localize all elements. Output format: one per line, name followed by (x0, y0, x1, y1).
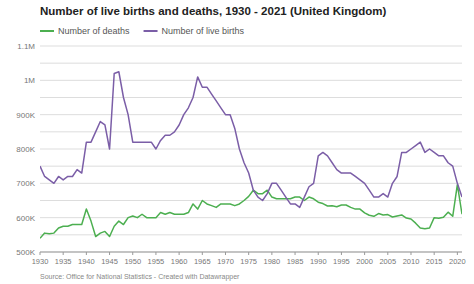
x-tick-label: 1980 (264, 257, 281, 266)
x-tick (40, 252, 41, 255)
x-tick (410, 252, 411, 255)
y-tick-label: 600K (16, 214, 35, 223)
y-tick-label: 800K (16, 145, 35, 154)
x-tick-label: 1940 (78, 257, 95, 266)
chart: Number of live births and deaths, 1930 -… (0, 0, 474, 284)
grid-line (40, 200, 462, 201)
y-tick-label: 500K (16, 248, 35, 257)
legend-label: Number of live births (162, 26, 245, 36)
x-tick (295, 252, 296, 255)
legend-label: Number of deaths (58, 26, 130, 36)
x-tick-label: 1930 (32, 257, 49, 266)
grid-line (40, 97, 462, 98)
x-tick-label: 1935 (55, 257, 72, 266)
x-tick-label: 1975 (240, 257, 257, 266)
y-tick-label: 1M (24, 76, 35, 85)
x-axis-line (40, 252, 462, 253)
x-tick-label: 2020 (449, 257, 466, 266)
series-line (40, 185, 462, 239)
x-tick (109, 252, 110, 255)
x-tick (225, 252, 226, 255)
x-tick (86, 252, 87, 255)
legend-swatch (144, 30, 158, 32)
x-tick-label: 1950 (124, 257, 141, 266)
x-tick (387, 252, 388, 255)
x-tick (179, 252, 180, 255)
grid-line (40, 80, 462, 81)
x-tick-label: 1970 (217, 257, 234, 266)
legend-swatch (40, 30, 54, 32)
title: Number of live births and deaths, 1930 -… (40, 5, 387, 17)
x-tick (434, 252, 435, 255)
x-axis: 1930 1935 1940 1945 1950 1955 1960 1965 1970 1975… (32, 252, 466, 266)
annotation: Source: Office for National Statistics -… (40, 273, 240, 281)
x-tick-label: 1945 (101, 257, 118, 266)
x-tick (457, 252, 458, 255)
grid-line (40, 131, 462, 132)
x-tick-label: 2000 (356, 257, 373, 266)
grid-line (40, 217, 462, 218)
x-tick (318, 252, 319, 255)
x-tick-label: 1990 (310, 257, 327, 266)
x-tick (63, 252, 64, 255)
grid-line (40, 234, 462, 235)
x-tick-label: 1995 (333, 257, 350, 266)
x-tick-label: 2010 (403, 257, 420, 266)
x-tick-label: 1965 (194, 257, 211, 266)
y-tick-label: 1.1M (17, 42, 35, 51)
grid-line (40, 46, 462, 47)
grid-line (40, 63, 462, 64)
y-axis: 500K 600K 700K 800K 900K 1M 1.1M (16, 42, 462, 257)
x-tick-label: 1960 (171, 257, 188, 266)
series-line (40, 72, 462, 208)
x-tick (202, 252, 203, 255)
lines (40, 72, 462, 239)
x-tick-label: 2015 (426, 257, 443, 266)
grid-line (40, 149, 462, 150)
x-tick-label: 1985 (287, 257, 304, 266)
x-tick (248, 252, 249, 255)
x-tick (132, 252, 133, 255)
y-tick-label: 700K (16, 179, 35, 188)
x-tick (341, 252, 342, 255)
x-tick (155, 252, 156, 255)
grid-line (40, 114, 462, 115)
x-tick-label: 2005 (379, 257, 396, 266)
y-tick-label: 900K (16, 111, 35, 120)
x-tick (271, 252, 272, 255)
grid-line (40, 252, 462, 253)
legend: Number of deaths Number of live births (40, 26, 245, 36)
x-tick-label: 1955 (148, 257, 165, 266)
x-tick (364, 252, 365, 255)
